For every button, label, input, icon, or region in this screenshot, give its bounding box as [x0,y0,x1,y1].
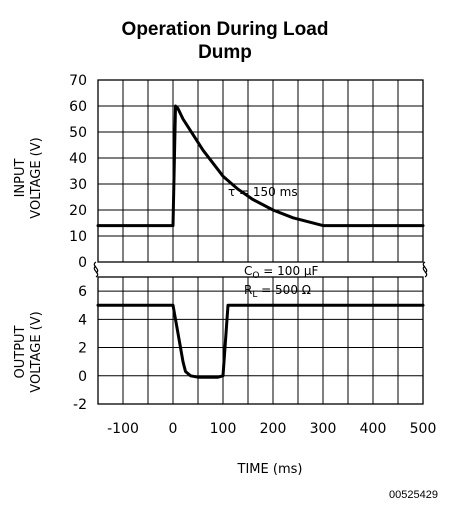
input-plot-frame [97,79,424,263]
x-tick-label: 500 [410,421,437,437]
x-axis-label: TIME (ms) [237,462,303,477]
input-y-tick-label: 40 [69,151,87,167]
output-ylabel-line2: VOLTAGE (V) [29,311,44,392]
input-y-ticks: 0 10 20 30 40 50 60 70 [69,73,87,271]
capacitor-annotation: CO = 100 μF [244,264,319,281]
output-voltage-series [96,303,425,379]
left-axis-break-mark [93,261,99,278]
input-voltage-series [96,104,425,228]
output-y-tick-label: 6 [78,284,87,300]
x-tick-label: -100 [107,421,139,437]
output-axis-label: OUTPUT VOLTAGE (V) [13,311,44,392]
x-tick-label: 0 [169,421,178,437]
x-tick-label: 100 [210,421,237,437]
x-tick-labels: -100 0 100 200 300 400 500 [107,421,436,437]
figure-code: 00525429 [389,489,438,501]
output-ylabel-line1: OUTPUT [13,325,28,378]
input-y-tick-label: 0 [78,255,87,271]
output-y-tick-label: 2 [78,341,87,357]
x-tick-label: 300 [310,421,337,437]
chart-title-line2: Dump [198,42,252,63]
resistor-annotation: RL = 500 Ω [244,283,311,300]
input-y-tick-label: 10 [69,229,87,245]
input-y-tick-label: 60 [69,99,87,115]
input-ylabel-line2: VOLTAGE (V) [29,137,44,218]
output-grid [98,277,423,405]
output-y-tick-label: 4 [78,312,87,328]
input-tau-annotation: τ = 150 ms [228,185,298,199]
output-y-tick-label: 0 [78,369,87,385]
output-y-ticks: -2 0 2 4 6 [73,284,87,413]
x-tick-label: 400 [360,421,387,437]
chart-title-line1: Operation During Load [122,19,329,40]
output-y-tick-label: -2 [73,397,87,413]
input-panel: 0 10 20 30 40 50 60 70 τ = 150 ms INPUT VOLTAGE… [13,73,425,271]
input-grid [98,79,423,263]
right-axis-break-mark [422,261,428,278]
input-y-tick-label: 50 [69,125,87,141]
input-y-tick-label: 20 [69,203,87,219]
input-y-tick-label: 70 [69,73,87,89]
x-tick-label: 200 [260,421,287,437]
input-ylabel-line1: INPUT [13,159,28,198]
output-component-annotation: CO = 100 μF RL = 500 Ω [244,264,319,300]
output-panel: -2 0 2 4 6 CO = 100 μF RL = 500 Ω OUTPUT VOL… [13,264,425,413]
input-axis-label: INPUT VOLTAGE (V) [13,137,44,218]
input-y-tick-label: 30 [69,177,87,193]
